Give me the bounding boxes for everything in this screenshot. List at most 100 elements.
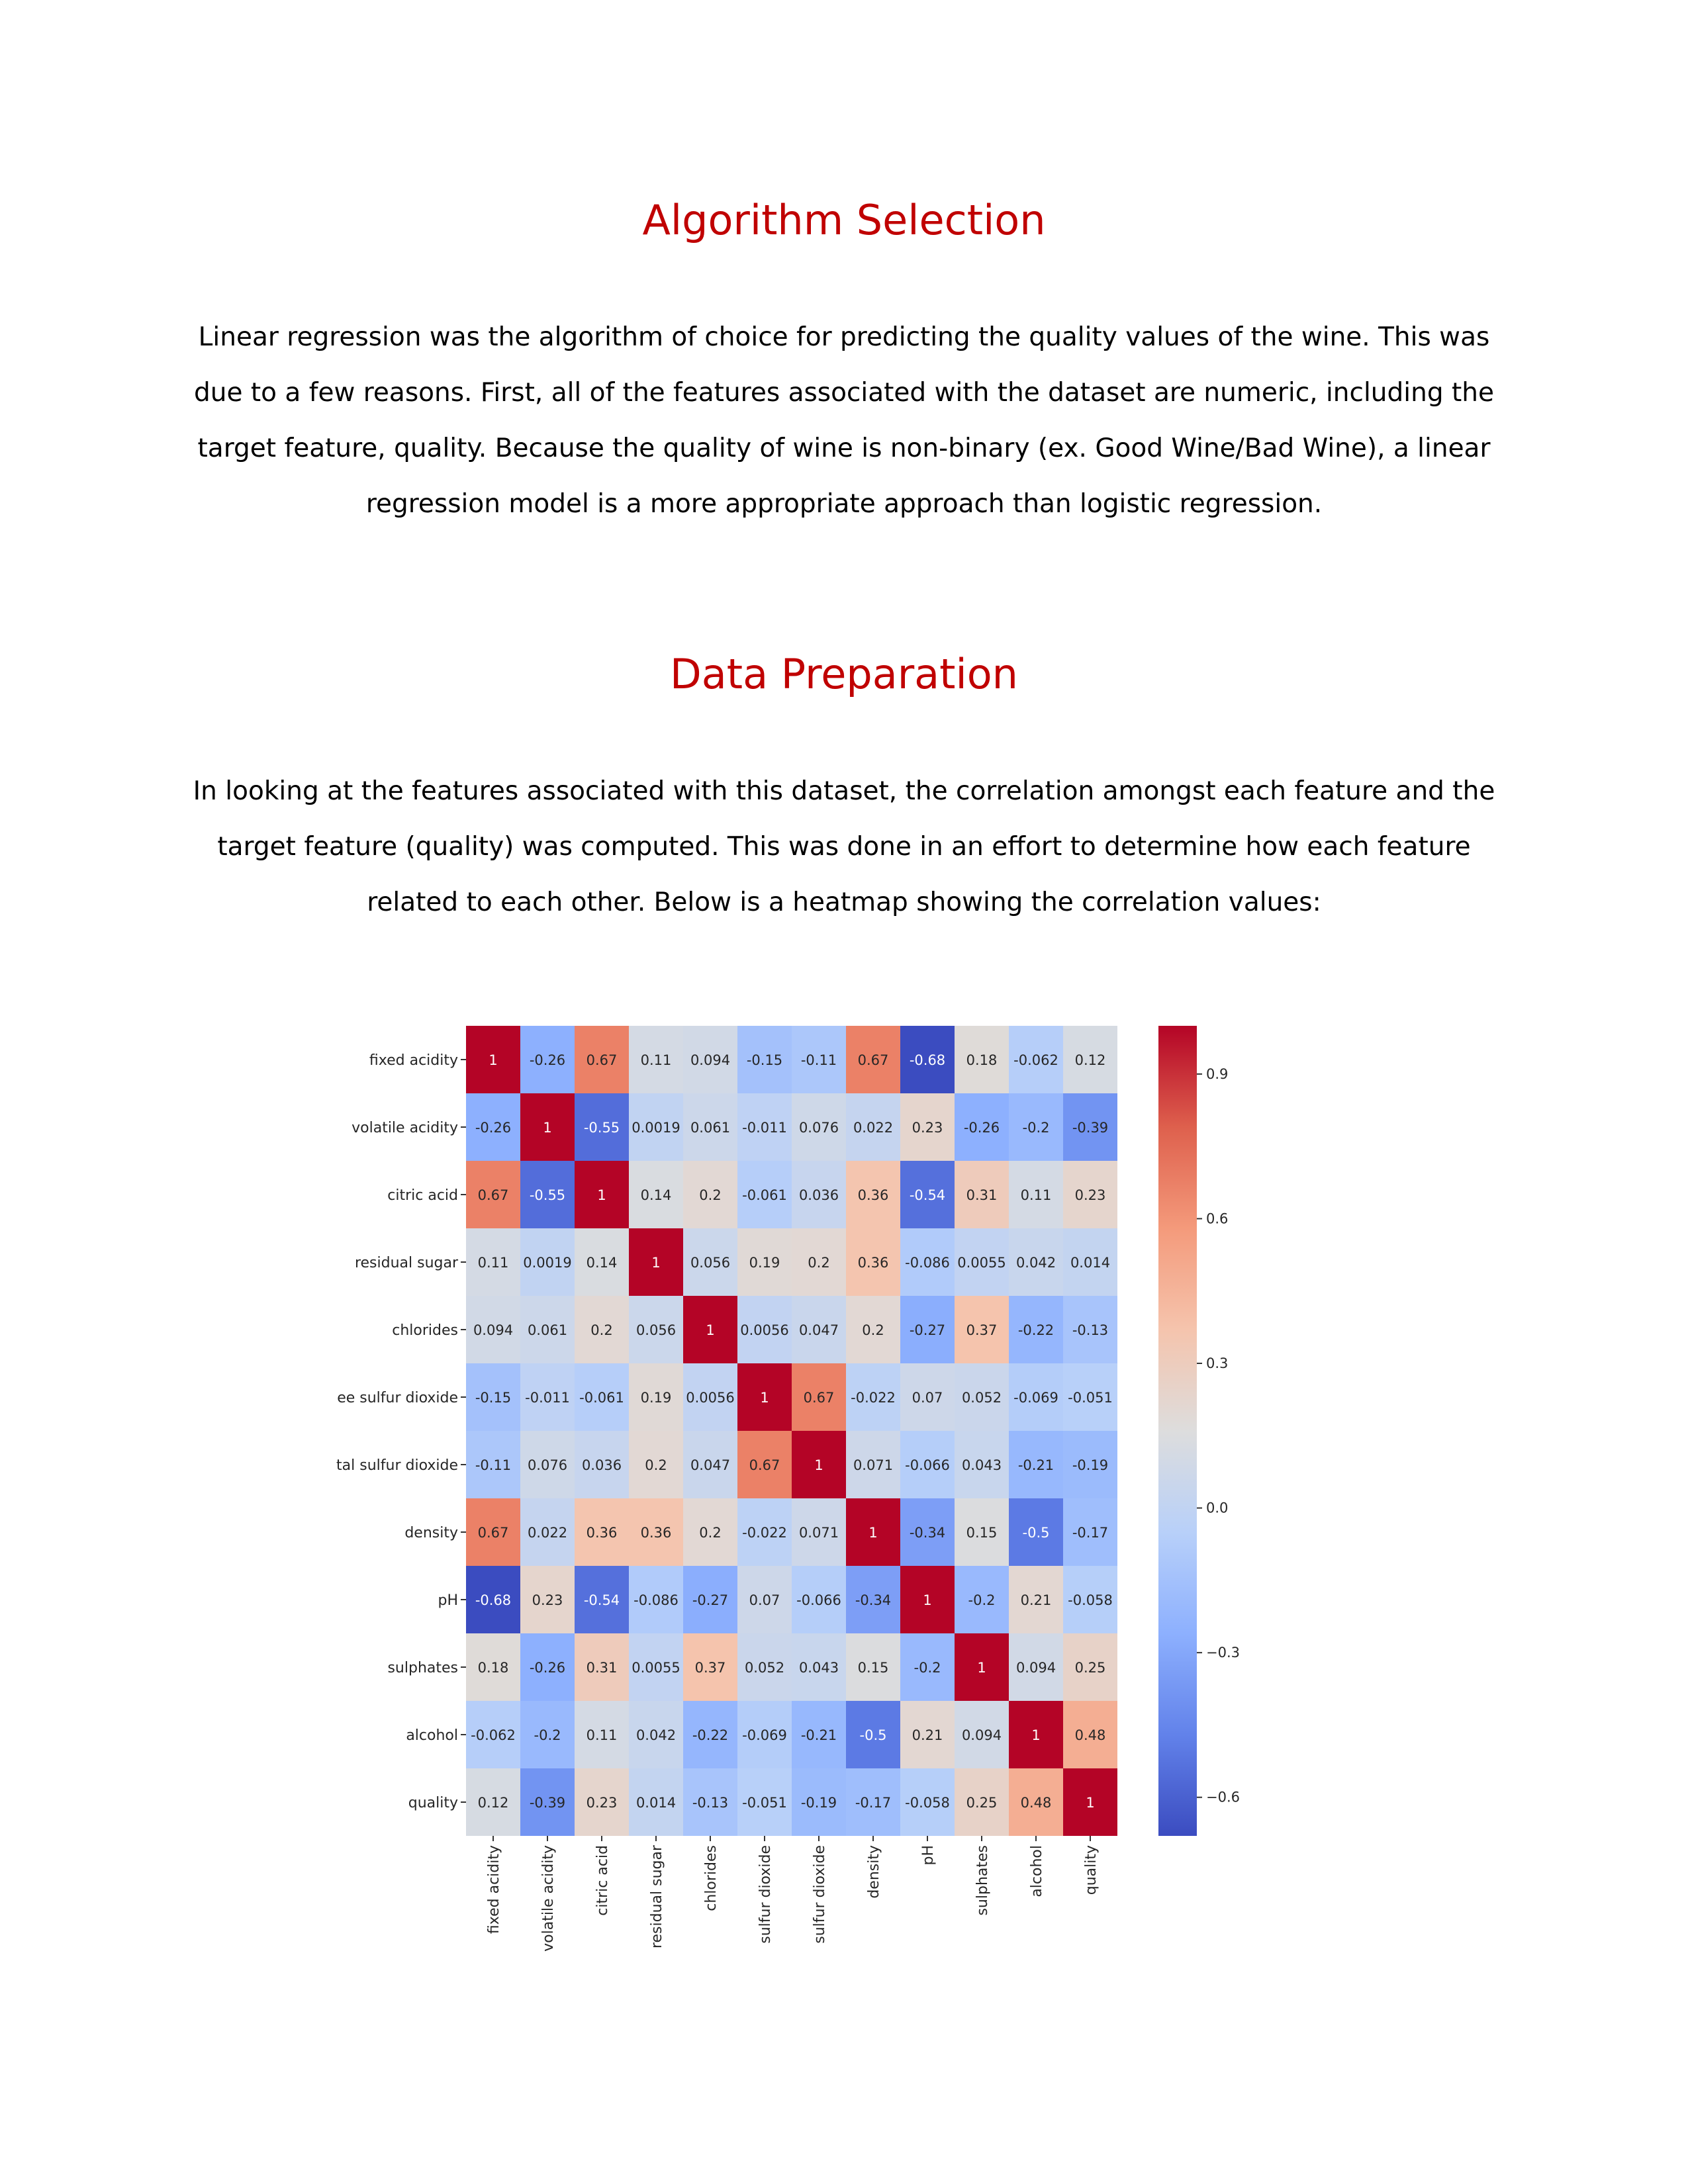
heatmap-cell [466, 1026, 520, 1093]
heatmap-cell [1009, 1498, 1063, 1566]
heatmap-cell-label: 0.15 [858, 1660, 889, 1676]
heatmap-cell [683, 1431, 737, 1498]
heatmap-cell [846, 1363, 900, 1431]
heatmap-cell [466, 1566, 520, 1633]
heatmap-cell-label: 0.2 [699, 1187, 721, 1203]
heatmap-cell [955, 1431, 1009, 1498]
column-label: citric acid [594, 1845, 611, 1916]
heatmap-cell [683, 1093, 737, 1161]
heatmap-cell [683, 1498, 737, 1566]
heatmap-cell [900, 1161, 955, 1228]
heatmap-cell [955, 1296, 1009, 1363]
heatmap-cell-label: -0.13 [1072, 1322, 1108, 1338]
heatmap-cell [737, 1363, 792, 1431]
heatmap-cell-label: 0.11 [641, 1052, 672, 1068]
heatmap-cell-label: 0.047 [799, 1322, 839, 1338]
heatmap-cell [520, 1566, 575, 1633]
heatmap-cell-label: 0.31 [966, 1187, 998, 1203]
heatmap-cell-label: -0.086 [633, 1592, 679, 1608]
column-label: sulphates [974, 1845, 991, 1916]
heatmap-cell-label: 0.11 [478, 1255, 509, 1271]
column-label: sulfur dioxide [812, 1845, 828, 1944]
heatmap-cell [466, 1498, 520, 1566]
heatmap-cell-label: 0.15 [966, 1525, 998, 1541]
column-label: quality [1083, 1845, 1100, 1895]
heatmap-cell-label: 0.094 [962, 1727, 1002, 1743]
heatmap-cell [955, 1633, 1009, 1701]
heatmap-cell [955, 1363, 1009, 1431]
heatmap-cell-label: 0.056 [636, 1322, 676, 1338]
heatmap-cell-label: 0.36 [858, 1255, 889, 1271]
heatmap-cell-label: 0.076 [528, 1457, 567, 1473]
heatmap-cell [575, 1633, 629, 1701]
heatmap-cell [575, 1498, 629, 1566]
heatmap-cell-label: 1 [923, 1592, 931, 1608]
heatmap-cell [846, 1093, 900, 1161]
heatmap-cell-label: 0.0055 [957, 1255, 1006, 1271]
heatmap-cell-label: 0.21 [912, 1727, 943, 1743]
heatmap-cell-label: -0.2 [914, 1660, 941, 1676]
heatmap-cell [629, 1093, 683, 1161]
heatmap-cell-label: 0.014 [636, 1795, 676, 1811]
heatmap-cell [520, 1296, 575, 1363]
heatmap-cell-label: -0.5 [860, 1727, 887, 1743]
heatmap-cell [900, 1498, 955, 1566]
heatmap-cell [629, 1633, 683, 1701]
heatmap-cell-label: -0.26 [475, 1120, 511, 1136]
heatmap-cell [466, 1431, 520, 1498]
heatmap-cell [1009, 1026, 1063, 1093]
heatmap-cell-label: 1 [760, 1390, 769, 1406]
heatmap-cell-label: -0.062 [1013, 1052, 1058, 1068]
heatmap-cell-label: -0.68 [475, 1592, 511, 1608]
heatmap-cell [955, 1701, 1009, 1768]
heatmap-cell [955, 1228, 1009, 1296]
heatmap-cell [846, 1026, 900, 1093]
heatmap-cell-label: 0.23 [912, 1120, 943, 1136]
heatmap-cell [629, 1566, 683, 1633]
heatmap-cell-label: -0.55 [584, 1120, 620, 1136]
heatmap-cell [629, 1363, 683, 1431]
heatmap-cell-label: -0.27 [910, 1322, 945, 1338]
row-label: quality [408, 1795, 458, 1811]
colorbar-tick-label: 0.9 [1206, 1066, 1228, 1082]
heatmap-cell-label: 0.23 [532, 1592, 563, 1608]
heatmap-cell-label: -0.11 [475, 1457, 511, 1473]
heatmap-cell [737, 1701, 792, 1768]
column-label: sulfur dioxide [757, 1845, 774, 1944]
heatmap-cell-label: 0.043 [799, 1660, 839, 1676]
heatmap-cell [1009, 1093, 1063, 1161]
heatmap-cell [1009, 1431, 1063, 1498]
heatmap-cell [1063, 1093, 1117, 1161]
heatmap-cell [737, 1026, 792, 1093]
heatmap-cell [900, 1228, 955, 1296]
heatmap-cell-label: -0.17 [1072, 1525, 1108, 1541]
heatmap-cell [955, 1161, 1009, 1228]
heatmap-cell [900, 1093, 955, 1161]
heatmap-cell [629, 1026, 683, 1093]
heatmap-cell-label: 0.2 [590, 1322, 612, 1338]
heatmap-cell [575, 1431, 629, 1498]
heatmap-cell-label: -0.54 [584, 1592, 620, 1608]
heatmap-cell [575, 1161, 629, 1228]
heatmap-cell [846, 1768, 900, 1836]
heatmap-cell-label: -0.011 [525, 1390, 570, 1406]
heatmap-cell [575, 1026, 629, 1093]
heatmap-cell-label: 0.056 [690, 1255, 730, 1271]
heatmap-cell [1009, 1296, 1063, 1363]
heatmap-cell [629, 1701, 683, 1768]
heatmap-cell-label: 0.67 [804, 1390, 835, 1406]
heatmap-cell-label: -0.34 [910, 1525, 945, 1541]
heatmap-cell [846, 1633, 900, 1701]
heatmap-cell-label: -0.39 [530, 1795, 565, 1811]
heatmap-cell [1009, 1633, 1063, 1701]
heatmap-cell [466, 1296, 520, 1363]
heatmap-cell-label: 0.052 [962, 1390, 1002, 1406]
heatmap-cell-label: 0.18 [966, 1052, 998, 1068]
heatmap-cell [846, 1296, 900, 1363]
heatmap-cell-label: -0.19 [1072, 1457, 1108, 1473]
row-label: fixed acidity [369, 1052, 458, 1069]
heatmap-cell [955, 1026, 1009, 1093]
heatmap-cell [846, 1228, 900, 1296]
heatmap-cell-label: 1 [977, 1660, 986, 1676]
